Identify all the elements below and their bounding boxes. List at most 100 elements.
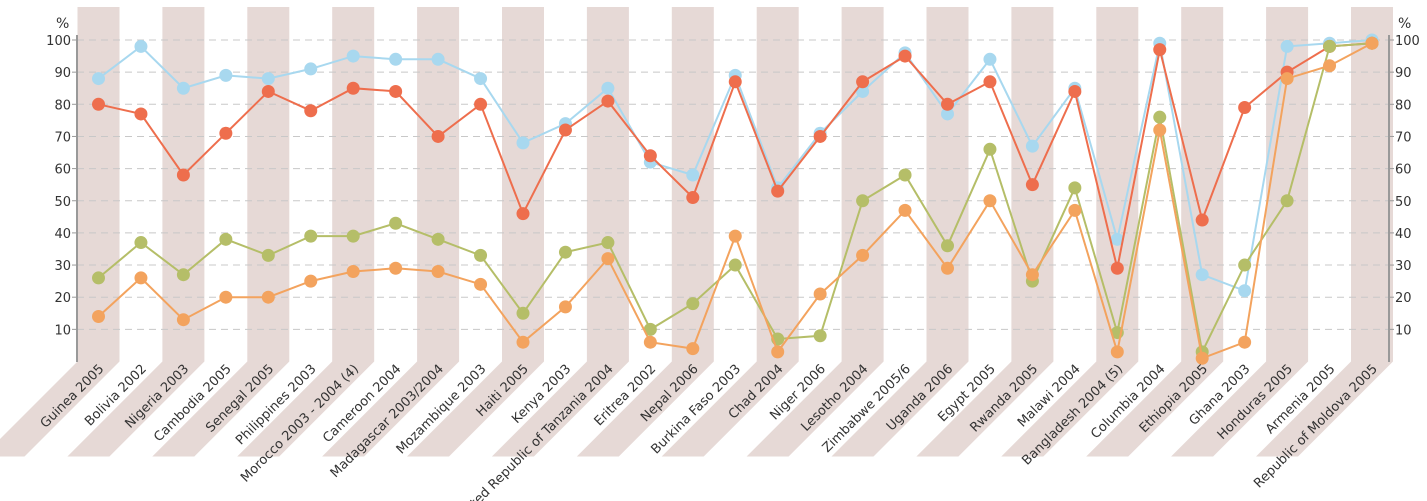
data-point [474, 248, 488, 262]
data-point [898, 203, 912, 217]
y-tick-label: 100 [1395, 34, 1420, 49]
data-point [431, 52, 445, 66]
y-tick-label: 40 [54, 227, 71, 242]
data-point [686, 191, 700, 205]
data-point [941, 261, 954, 275]
y-tick-labels-right: 10 20 30 40 50 60 70 80 90 100 [1395, 34, 1420, 338]
data-point [728, 258, 742, 272]
data-point [389, 216, 403, 230]
data-point [686, 168, 700, 182]
series-line [97, 42, 1373, 356]
data-point [346, 81, 360, 95]
data-point [983, 142, 997, 156]
data-point [219, 290, 233, 304]
data-point [134, 271, 148, 285]
data-point [1068, 203, 1082, 217]
data-point [856, 75, 870, 89]
category-band [661, 7, 799, 457]
y-tick-label: 100 [46, 34, 71, 49]
data-point [856, 84, 870, 98]
data-point [983, 52, 997, 66]
y-tick-label: 80 [1395, 98, 1412, 113]
series-lines [92, 33, 1379, 365]
data-point [728, 229, 742, 243]
category-band [1086, 7, 1224, 457]
category-band [746, 7, 884, 457]
data-point [346, 229, 360, 243]
data-point [261, 84, 275, 98]
data-point [1110, 232, 1124, 246]
y-tick-label: 70 [54, 130, 71, 145]
data-point [219, 126, 233, 140]
data-point [304, 274, 318, 288]
y-tick-labels-left: 10 20 30 40 50 60 70 80 90 100 [46, 34, 71, 338]
category-band [0, 7, 120, 457]
data-point [771, 345, 785, 359]
data-point [134, 236, 148, 250]
data-point [601, 252, 615, 266]
data-point [92, 271, 105, 285]
data-point [601, 236, 615, 250]
y-tick-label: 20 [54, 291, 71, 306]
data-point [1068, 181, 1082, 195]
y-tick-label: 90 [54, 66, 71, 81]
data-point [1365, 36, 1379, 50]
data-point [1110, 345, 1124, 359]
data-point [1025, 139, 1039, 153]
axes [76, 35, 1390, 362]
data-point [261, 248, 275, 262]
y-tick-label: 10 [1395, 323, 1412, 338]
category-band [1001, 7, 1139, 457]
data-point [346, 49, 360, 63]
data-point [431, 129, 445, 143]
data-point [558, 123, 572, 137]
data-point [813, 129, 827, 143]
data-point [1280, 72, 1294, 86]
data-point [261, 72, 275, 86]
data-point [176, 168, 190, 182]
data-point [686, 342, 700, 356]
data-point [92, 309, 105, 323]
data-point [813, 287, 827, 301]
y-tick-label: 60 [54, 163, 71, 178]
data-point [474, 97, 488, 111]
y-tick-label: 30 [54, 259, 71, 274]
data-point [1323, 59, 1337, 73]
y-tick-label: 50 [1395, 195, 1412, 210]
data-point [176, 268, 190, 282]
data-point [304, 104, 318, 118]
category-band [322, 7, 460, 457]
data-point [941, 239, 954, 253]
series-4 [92, 36, 1379, 365]
data-point [601, 94, 615, 108]
data-point [1238, 101, 1252, 115]
y-tick-label: 60 [1395, 163, 1412, 178]
data-point [346, 264, 360, 278]
data-point [558, 245, 572, 259]
data-point [601, 81, 615, 95]
category-band [407, 7, 544, 457]
data-point [304, 229, 318, 243]
data-point [92, 97, 105, 111]
data-point [1153, 110, 1167, 124]
data-point [1025, 178, 1039, 192]
data-point [1110, 261, 1124, 275]
data-point [643, 322, 657, 336]
data-point [1238, 258, 1252, 272]
data-point [219, 68, 233, 82]
series-3 [92, 36, 1379, 359]
category-band [67, 7, 205, 457]
series-line [97, 42, 1373, 360]
data-point [1195, 268, 1209, 282]
data-point [431, 232, 445, 246]
data-point [643, 335, 657, 349]
data-point [941, 107, 954, 121]
data-point [1238, 335, 1252, 349]
category-band [576, 7, 714, 457]
data-point [261, 290, 275, 304]
data-point [1195, 213, 1209, 227]
data-point [474, 72, 488, 86]
data-point [1195, 351, 1209, 365]
data-point [92, 72, 105, 86]
